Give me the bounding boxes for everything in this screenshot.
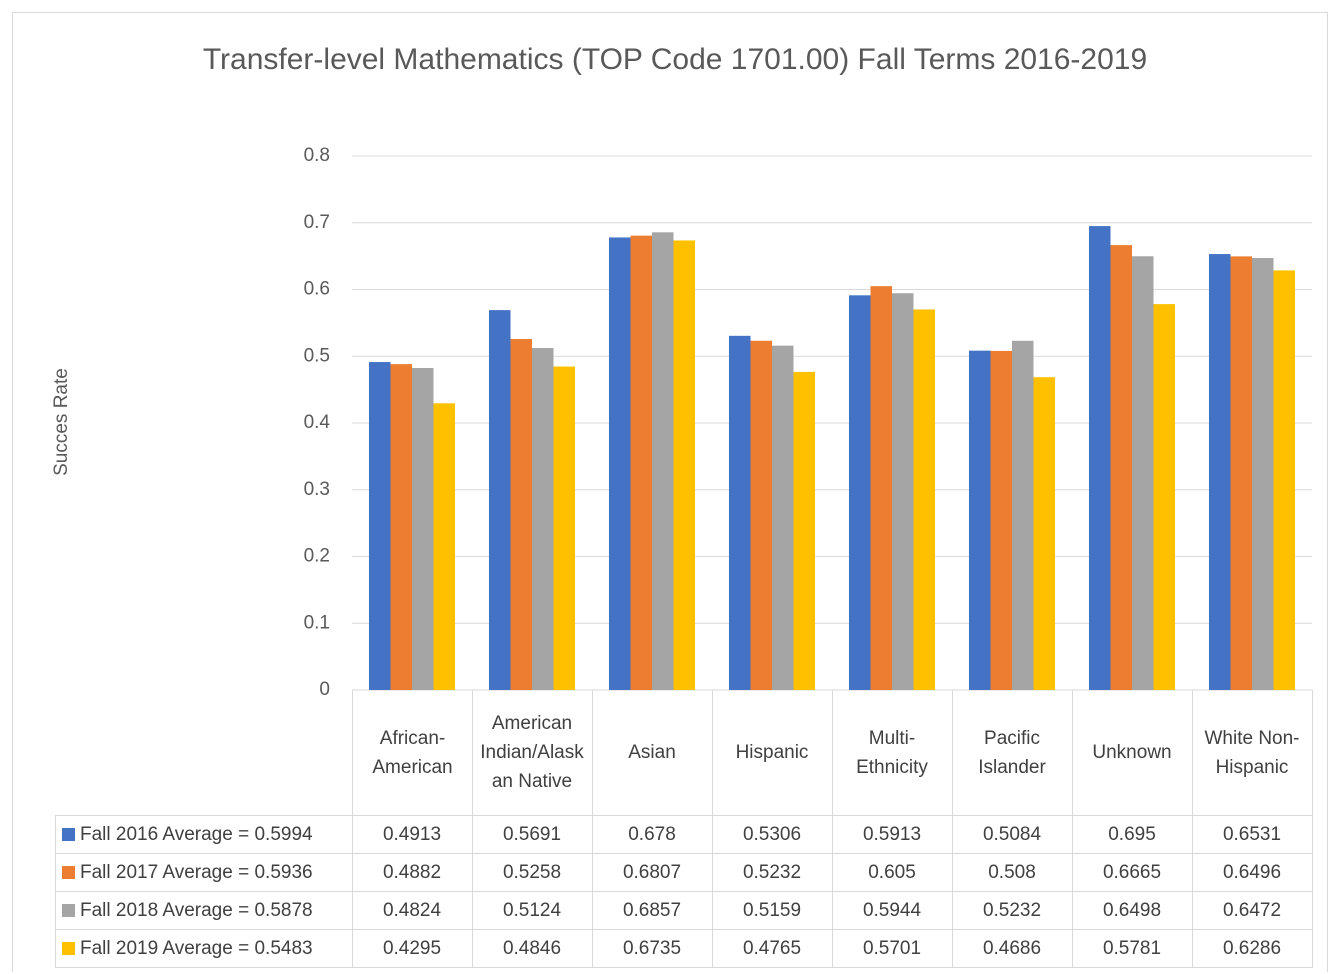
bar [1110, 245, 1132, 690]
bar [1209, 254, 1231, 690]
table-value: 0.6665 [1072, 853, 1193, 892]
table-value: 0.5944 [832, 891, 953, 930]
table-value: 0.5124 [472, 891, 593, 930]
table-value: 0.4824 [352, 891, 473, 930]
bar [969, 350, 991, 690]
bar [412, 367, 434, 690]
legend-entry: Fall 2019 Average = 0.5483 [55, 929, 353, 968]
table-value: 0.6496 [1192, 853, 1313, 892]
category-label: African-American [352, 690, 473, 816]
table-value: 0.6498 [1072, 891, 1193, 930]
table-value: 0.678 [592, 815, 713, 854]
bar [510, 339, 532, 690]
table-value: 0.5232 [952, 891, 1073, 930]
category-label: Unknown [1072, 690, 1193, 816]
table-value: 0.5691 [472, 815, 593, 854]
table-value: 0.5781 [1072, 929, 1193, 968]
table-value: 0.6531 [1192, 815, 1313, 854]
legend-key [62, 903, 75, 917]
bar [369, 362, 391, 690]
legend-key [62, 828, 75, 841]
bar [990, 350, 1012, 690]
bar [652, 232, 674, 690]
bar [609, 237, 631, 690]
table-value: 0.5232 [712, 853, 833, 892]
legend-entry: Fall 2018 Average = 0.5878 [55, 891, 353, 930]
bar [849, 295, 871, 690]
table-value: 0.5084 [952, 815, 1073, 854]
bar [870, 286, 892, 690]
category-label: Pacific Islander [952, 690, 1073, 816]
y-tick-label: 0.6 [304, 279, 330, 300]
table-value: 0.4686 [952, 929, 1073, 968]
category-label: White Non-Hispanic [1192, 690, 1313, 816]
y-tick-label: 0.4 [304, 412, 331, 433]
table-value: 0.4913 [352, 815, 473, 854]
bar [630, 235, 652, 690]
legend-entry: Fall 2016 Average = 0.5994 [55, 815, 353, 854]
y-tick-label: 0.3 [304, 479, 330, 500]
table-value: 0.695 [1072, 815, 1193, 854]
bar [489, 310, 511, 690]
legend-entry: Fall 2017 Average = 0.5936 [55, 853, 353, 892]
table-value: 0.4882 [352, 853, 473, 892]
bar [1089, 226, 1111, 690]
bar [532, 347, 554, 690]
table-value: 0.6286 [1192, 929, 1313, 968]
legend-label: Fall 2017 Average = 0.5936 [80, 861, 313, 883]
table-value: 0.6735 [592, 929, 713, 968]
y-tick-label: 0.2 [304, 546, 330, 567]
bar [673, 240, 695, 690]
bar [1230, 256, 1252, 690]
legend-key [62, 865, 75, 879]
table-value: 0.5701 [832, 929, 953, 968]
category-label: Multi-Ethnicity [832, 690, 953, 816]
bar [1252, 257, 1274, 690]
category-label: Asian [592, 690, 713, 816]
y-tick-label: 0.1 [304, 612, 330, 633]
y-axis-label: Succes Rate [51, 368, 72, 476]
table-value: 0.5258 [472, 853, 593, 892]
bar [433, 403, 455, 690]
bar [1273, 270, 1295, 690]
bar [1153, 304, 1175, 690]
legend-label: Fall 2018 Average = 0.5878 [80, 899, 313, 921]
table-value: 0.605 [832, 853, 953, 892]
bar [553, 366, 575, 690]
table-value: 0.6857 [592, 891, 713, 930]
bar [772, 345, 794, 690]
table-value: 0.6807 [592, 853, 713, 892]
bar [1132, 256, 1154, 690]
bar [729, 335, 751, 690]
bar [750, 340, 772, 690]
table-value: 0.4846 [472, 929, 593, 968]
table-value: 0.5913 [832, 815, 953, 854]
bar [390, 364, 412, 690]
bar [1012, 340, 1034, 690]
category-label: American Indian/Alaskan Native [472, 690, 593, 816]
chart-frame [12, 12, 1328, 972]
y-tick-label: 0.7 [304, 212, 330, 233]
bar [1033, 377, 1055, 690]
legend-label: Fall 2016 Average = 0.5994 [80, 824, 313, 845]
table-value: 0.508 [952, 853, 1073, 892]
table-value: 0.6472 [1192, 891, 1313, 930]
bar [892, 293, 914, 690]
chart-title: Transfer-level Mathematics (TOP Code 170… [202, 43, 1148, 76]
legend-key [62, 941, 75, 955]
y-tick-label: 0.8 [304, 145, 330, 166]
table-value: 0.5159 [712, 891, 833, 930]
y-tick-label: 0 [319, 679, 330, 700]
bar [793, 371, 815, 690]
bar [913, 309, 935, 690]
table-value: 0.4295 [352, 929, 473, 968]
category-label: Hispanic [712, 690, 833, 816]
y-tick-label: 0.5 [304, 345, 330, 366]
table-value: 0.5306 [712, 815, 833, 854]
legend-label: Fall 2019 Average = 0.5483 [80, 937, 313, 959]
table-value: 0.4765 [712, 929, 833, 968]
